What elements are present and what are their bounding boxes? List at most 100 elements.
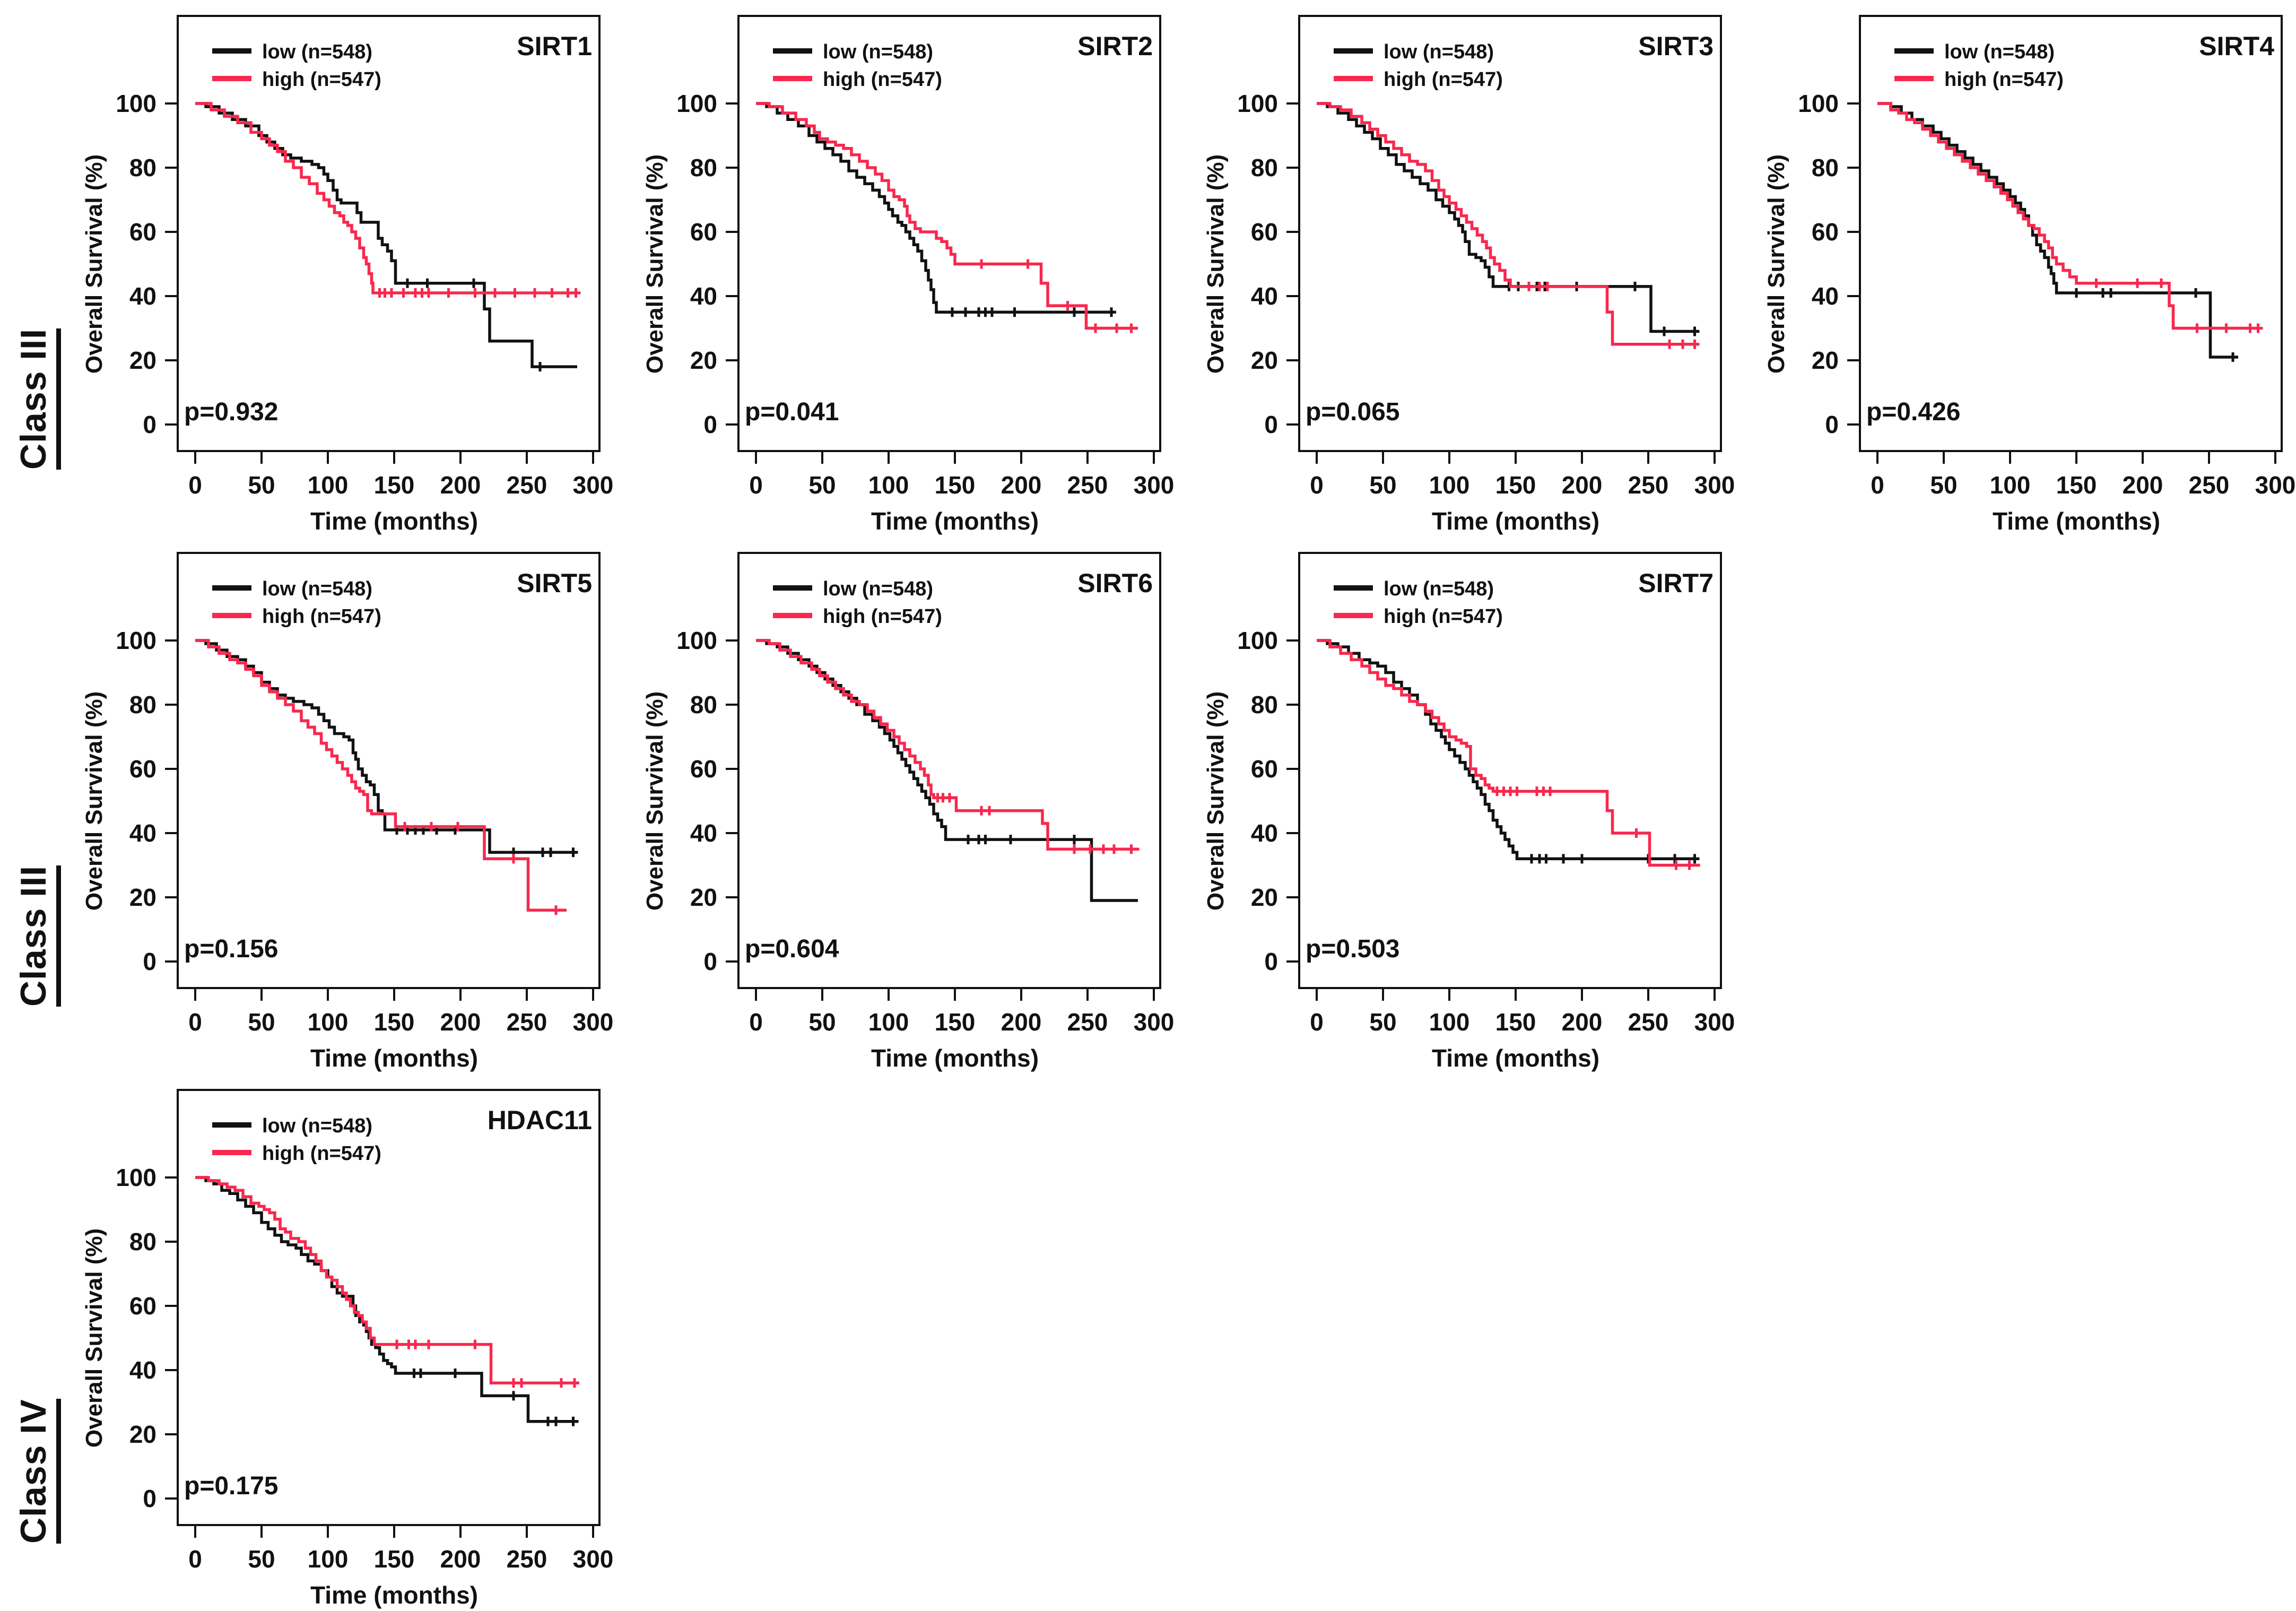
y-axis-label: Overall Survival (%) [642, 154, 668, 374]
x-tick-label: 300 [573, 471, 614, 499]
x-tick-label: 0 [188, 1545, 202, 1573]
y-tick-label: 60 [1251, 218, 1278, 246]
x-tick-label: 100 [1429, 1008, 1470, 1036]
x-tick-label: 0 [188, 471, 202, 499]
curve-low [756, 102, 1114, 314]
x-tick-label: 50 [1369, 471, 1396, 499]
curve-low [756, 639, 1138, 902]
x-tick-label: 0 [749, 471, 763, 499]
panel-title: SIRT3 [1638, 31, 1714, 61]
x-tick-label: 150 [374, 1545, 415, 1573]
y-tick-label: 60 [1812, 218, 1839, 246]
x-tick-label: 150 [374, 471, 415, 499]
x-tick-label: 0 [1310, 1008, 1324, 1036]
x-tick-label: 200 [1001, 1008, 1042, 1036]
x-axis-label: Time (months) [871, 1044, 1039, 1072]
legend-low-label: low (n=548) [823, 578, 933, 600]
km-chart-hdac11: 0 20 40 60 80 100 0 50 100 150 200 250 300 Overall Su… [81, 1089, 613, 1609]
y-tick-label: 80 [129, 1228, 156, 1255]
y-tick-label: 80 [129, 691, 156, 718]
curve-high [756, 102, 1138, 330]
x-tick-label: 250 [1067, 1008, 1108, 1036]
x-tick-label: 0 [188, 1008, 202, 1036]
x-axis-label: Time (months) [310, 1581, 478, 1609]
curve-low [1877, 102, 2238, 359]
y-tick-label: 0 [703, 411, 717, 438]
x-tick-label: 100 [868, 1008, 909, 1036]
x-tick-label: 200 [440, 471, 481, 499]
y-tick-label: 0 [1264, 948, 1278, 975]
legend-low-label: low (n=548) [1384, 41, 1494, 63]
km-panel-hdac11: 0 20 40 60 80 100 0 50 100 150 200 250 300 Overall Su… [53, 1074, 614, 1611]
censor-marks-low [2072, 288, 2238, 362]
x-tick-label: 200 [440, 1008, 481, 1036]
x-tick-label: 250 [507, 471, 547, 499]
p-value: p=0.604 [745, 935, 839, 963]
x-tick-label: 50 [1369, 1008, 1396, 1036]
legend-high-label: high (n=547) [262, 1142, 381, 1165]
x-tick-label: 300 [1694, 471, 1735, 499]
y-tick-label: 0 [143, 948, 156, 975]
censor-marks-low [403, 278, 545, 372]
legend-high-label: high (n=547) [823, 605, 942, 628]
y-tick-label: 60 [690, 755, 717, 783]
curve-low [195, 639, 577, 854]
curve-low [1317, 102, 1699, 333]
y-tick-label: 100 [1237, 627, 1278, 654]
panel-title: SIRT4 [2199, 31, 2274, 61]
y-tick-label: 100 [116, 1164, 156, 1191]
km-panel-sirt4: 0 20 40 60 80 100 0 50 100 150 200 250 300 Overall Su… [1735, 0, 2296, 540]
legend-low-label: low (n=548) [1944, 41, 2055, 63]
y-tick-label: 0 [703, 948, 717, 975]
km-chart-sirt3: 0 20 40 60 80 100 0 50 100 150 200 250 300 Overall Su… [1203, 15, 1735, 535]
y-axis-label: Overall Survival (%) [642, 691, 668, 911]
y-tick-label: 40 [1251, 819, 1278, 847]
y-axis-label: Overall Survival (%) [81, 1228, 107, 1448]
km-panel-sirt6: 0 20 40 60 80 100 0 50 100 150 200 250 300 Overall Su… [614, 537, 1175, 1077]
plot-box [177, 1089, 601, 1526]
p-value: p=0.175 [184, 1472, 278, 1500]
y-tick-label: 60 [129, 1292, 156, 1320]
censor-marks-high [1524, 281, 1700, 349]
km-chart-sirt4: 0 20 40 60 80 100 0 50 100 150 200 250 300 Overall Su… [1763, 15, 2296, 535]
censor-marks-high [1492, 786, 1694, 870]
plot-box [1298, 552, 1722, 989]
x-tick-label: 100 [1990, 471, 2031, 499]
curve-high [1317, 102, 1699, 346]
y-tick-label: 20 [129, 1421, 156, 1448]
x-tick-label: 100 [308, 471, 349, 499]
x-tick-label: 300 [2255, 471, 2296, 499]
y-tick-label: 40 [690, 282, 717, 310]
y-tick-label: 100 [116, 90, 156, 117]
plot-box [737, 552, 1161, 989]
p-value: p=0.426 [1866, 398, 1960, 426]
x-tick-label: 300 [1694, 1008, 1735, 1036]
x-tick-label: 150 [935, 471, 976, 499]
y-tick-label: 20 [690, 884, 717, 911]
p-value: p=0.503 [1306, 935, 1399, 963]
x-tick-label: 200 [2123, 471, 2163, 499]
plot-box [1298, 15, 1722, 452]
km-chart-sirt6: 0 20 40 60 80 100 0 50 100 150 200 250 300 Overall Su… [642, 552, 1174, 1072]
panel-title: SIRT1 [517, 31, 592, 61]
y-axis-label: Overall Survival (%) [1203, 154, 1229, 374]
y-tick-label: 40 [1251, 282, 1278, 310]
legend-low-label: low (n=548) [823, 41, 933, 63]
y-tick-label: 100 [1237, 90, 1278, 117]
plot-box [737, 15, 1161, 452]
x-tick-label: 150 [374, 1008, 415, 1036]
x-axis-label: Time (months) [310, 507, 478, 535]
y-axis-label: Overall Survival (%) [1763, 154, 1789, 374]
km-chart-sirt2: 0 20 40 60 80 100 0 50 100 150 200 250 300 Overall Su… [642, 15, 1174, 535]
curve-high [1317, 639, 1700, 867]
y-tick-label: 100 [116, 627, 156, 654]
panel-title: HDAC11 [488, 1105, 592, 1135]
y-tick-label: 0 [143, 411, 156, 438]
x-tick-label: 300 [573, 1008, 614, 1036]
y-tick-label: 20 [129, 347, 156, 374]
curve-low [195, 102, 577, 368]
km-chart-sirt1: 0 20 40 60 80 100 0 50 100 150 200 250 300 Overall Su… [81, 15, 614, 535]
legend-high-label: high (n=547) [1384, 68, 1503, 91]
y-axis-label: Overall Survival (%) [81, 154, 107, 374]
x-tick-label: 250 [1628, 1008, 1669, 1036]
